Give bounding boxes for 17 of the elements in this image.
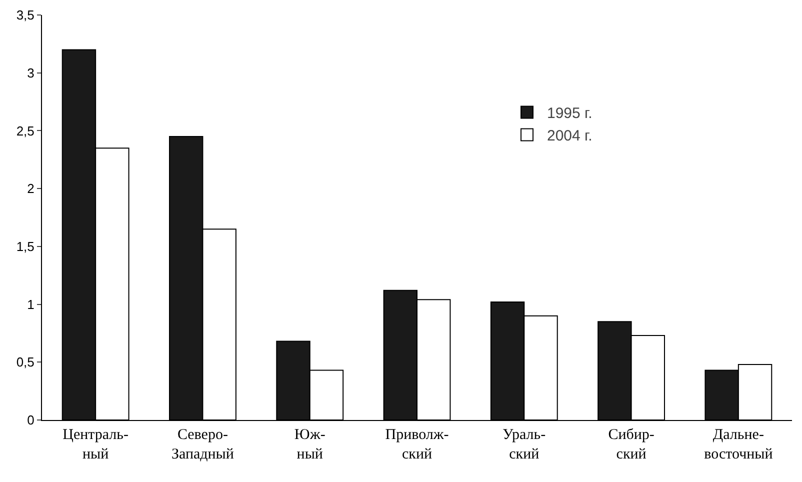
x-tick-label: Юж- ный xyxy=(294,427,326,462)
y-tick-label: 0 xyxy=(27,412,34,428)
y-tick-label: 3,5 xyxy=(16,8,34,23)
legend-label: 2004 г. xyxy=(547,128,592,145)
x-tick-label: Сибир- ский xyxy=(608,427,654,462)
x-tick-label: Северо- Западный xyxy=(171,427,234,462)
y-tick-label: 3 xyxy=(27,65,34,80)
y-tick-label: 2,5 xyxy=(16,123,34,138)
x-tick-label: Ураль- ский xyxy=(502,427,546,462)
legend-label: 1995 г. xyxy=(547,105,592,122)
y-tick-label: 1,5 xyxy=(16,238,34,254)
x-tick-label: Дальне- восточный xyxy=(704,427,773,462)
y-tick-label: 2 xyxy=(27,181,34,196)
x-tick-label: Приволж- ский xyxy=(385,427,449,462)
y-tick-label: 1 xyxy=(27,296,34,312)
y-tick-label: 0,5 xyxy=(16,354,34,370)
x-tick-label: Централь- ный xyxy=(62,427,129,462)
